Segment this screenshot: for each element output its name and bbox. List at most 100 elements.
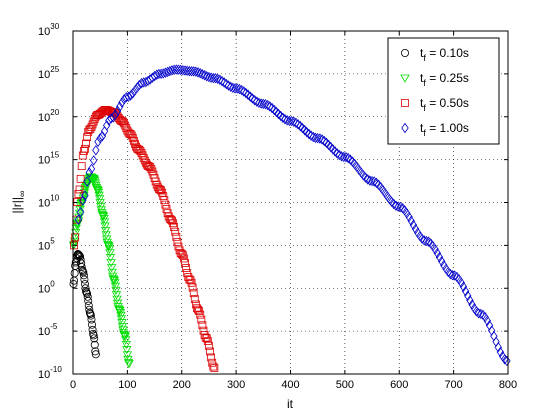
data-point bbox=[257, 98, 265, 109]
data-point bbox=[485, 320, 494, 331]
data-point bbox=[75, 251, 84, 260]
data-point bbox=[194, 67, 202, 78]
data-point bbox=[80, 275, 89, 284]
data-point bbox=[182, 264, 191, 272]
y-axis-label-group: ||r||∞ bbox=[10, 191, 27, 214]
data-point bbox=[157, 186, 165, 195]
data-point bbox=[464, 290, 472, 302]
data-point bbox=[203, 337, 212, 346]
data-point bbox=[503, 355, 511, 367]
data-point bbox=[189, 289, 198, 298]
data-point bbox=[190, 295, 199, 304]
data-point bbox=[424, 236, 433, 247]
data-point bbox=[137, 77, 146, 89]
data-point bbox=[259, 98, 268, 110]
data-point bbox=[168, 216, 176, 225]
data-point bbox=[129, 88, 137, 99]
data-point bbox=[79, 147, 88, 155]
data-point bbox=[296, 120, 304, 132]
data-point bbox=[224, 80, 233, 91]
data-point bbox=[115, 307, 125, 316]
data-point bbox=[127, 131, 136, 140]
data-point bbox=[285, 115, 294, 127]
x-tick-label: 600 bbox=[390, 379, 408, 391]
data-point bbox=[209, 362, 218, 371]
legend-box bbox=[387, 37, 500, 145]
data-point bbox=[451, 270, 459, 281]
y-tick-label: 105 bbox=[38, 236, 55, 252]
data-point bbox=[77, 263, 86, 272]
data-point bbox=[81, 144, 89, 153]
series-4-points bbox=[74, 64, 511, 367]
data-point bbox=[344, 152, 352, 164]
data-point bbox=[240, 86, 248, 97]
legend-marker-1 bbox=[400, 49, 409, 58]
data-point bbox=[248, 93, 257, 104]
data-point bbox=[405, 211, 413, 223]
data-point bbox=[85, 305, 94, 314]
data-point bbox=[220, 77, 228, 88]
data-point bbox=[411, 223, 420, 235]
data-point bbox=[206, 347, 214, 356]
data-point bbox=[229, 82, 237, 94]
data-point bbox=[237, 84, 246, 96]
data-point bbox=[222, 78, 231, 90]
data-point bbox=[409, 219, 418, 231]
data-point bbox=[366, 175, 374, 186]
data-point bbox=[318, 134, 326, 145]
data-point bbox=[99, 218, 110, 227]
data-point bbox=[446, 268, 455, 280]
data-point bbox=[88, 320, 97, 329]
data-point bbox=[163, 66, 172, 78]
data-point bbox=[87, 315, 96, 324]
data-point bbox=[329, 144, 337, 155]
x-tick-label: 400 bbox=[281, 379, 299, 391]
data-point bbox=[277, 110, 285, 122]
data-point bbox=[255, 97, 263, 109]
data-point bbox=[392, 200, 400, 211]
data-point bbox=[159, 192, 168, 201]
data-point bbox=[137, 149, 146, 157]
data-point bbox=[153, 69, 161, 80]
x-tick-label: 300 bbox=[227, 379, 245, 391]
legend: tf = 0.10s tf = 0.25s tf = 0.50s tf = 1.00s bbox=[387, 37, 500, 145]
data-point bbox=[170, 223, 179, 231]
data-point bbox=[340, 151, 348, 163]
data-point bbox=[162, 205, 171, 213]
data-point bbox=[105, 254, 116, 263]
data-point bbox=[82, 139, 90, 148]
data-point bbox=[98, 130, 107, 142]
data-point bbox=[89, 155, 98, 166]
data-point bbox=[298, 122, 307, 134]
data-point bbox=[93, 188, 104, 198]
data-point bbox=[459, 281, 468, 292]
data-point bbox=[81, 284, 90, 293]
data-point bbox=[70, 241, 78, 250]
x-tick-label: 100 bbox=[118, 379, 136, 391]
data-point bbox=[337, 151, 346, 162]
data-point bbox=[235, 83, 244, 95]
data-point bbox=[79, 271, 88, 280]
data-point bbox=[91, 350, 100, 359]
data-point bbox=[346, 154, 355, 165]
data-point bbox=[71, 233, 80, 242]
data-point bbox=[263, 99, 272, 111]
data-point bbox=[98, 212, 109, 222]
y-tick-label: 1015 bbox=[38, 151, 60, 167]
data-point bbox=[370, 176, 378, 187]
data-point bbox=[90, 179, 100, 188]
data-point bbox=[300, 124, 309, 136]
data-point bbox=[160, 196, 169, 205]
data-point bbox=[77, 162, 86, 171]
data-point bbox=[138, 151, 147, 160]
data-point bbox=[496, 346, 505, 358]
data-point bbox=[121, 336, 131, 345]
data-point bbox=[216, 74, 224, 85]
data-point bbox=[309, 131, 318, 143]
data-point bbox=[407, 215, 415, 227]
y-tick-label: 10-10 bbox=[38, 365, 62, 381]
data-point bbox=[83, 176, 91, 187]
data-point bbox=[111, 291, 122, 300]
data-point bbox=[305, 128, 313, 140]
